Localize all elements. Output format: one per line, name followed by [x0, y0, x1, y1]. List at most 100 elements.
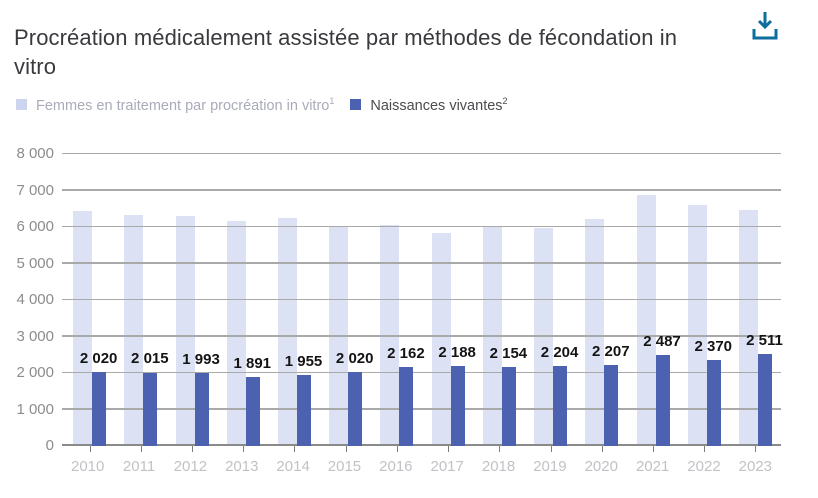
x-tick-label-2023: 2023 [738, 458, 773, 475]
category-cell-2017: 2 188 [423, 154, 476, 452]
category-cell-2013: 1 891 [218, 154, 272, 452]
value-label-2013: 1 891 [233, 354, 272, 372]
gridline-8000 [62, 152, 781, 154]
value-label-2023: 2 511 [746, 332, 783, 350]
value-label-2015: 2 020 [335, 350, 374, 368]
x-tick-label-2013: 2013 [225, 458, 259, 475]
x-tick [448, 446, 450, 452]
value-label-2010: 2 020 [79, 350, 118, 368]
category-cell-2022: 2 370 [679, 154, 732, 452]
x-tick-label-2021: 2021 [635, 458, 670, 475]
bar-naissances-2014[interactable] [296, 374, 311, 446]
bar-row: 2 020 2 015 1 993 1 891 1 955 2 020 2 162 2 188… [64, 154, 783, 452]
gridline-5000 [62, 262, 781, 264]
x-tick [396, 446, 398, 452]
gridline-1000 [62, 408, 781, 410]
bar-femmes-2017[interactable] [431, 233, 451, 446]
category-cell-2010: 2 020 [64, 154, 118, 452]
x-tick [499, 446, 501, 452]
category-cell-2018: 2 154 [474, 154, 528, 452]
x-tick [192, 446, 194, 452]
category-cell-2021: 2 487 [627, 154, 681, 452]
y-tick-label: 6 000 [16, 218, 54, 235]
x-tick-label-2022: 2022 [687, 458, 721, 475]
bar-femmes-2012[interactable] [175, 216, 195, 446]
category-cell-2016: 2 162 [371, 154, 425, 452]
category-cell-2012: 1 993 [166, 154, 220, 452]
x-tick [755, 446, 757, 452]
x-axis-labels: 2010 2011 2012 2013 2014 2015 2016 2017 2018 2019… [62, 458, 781, 475]
bar-naissances-2012[interactable] [194, 373, 209, 446]
bar-femmes-2020[interactable] [585, 219, 605, 446]
x-tick-label-2015: 2015 [327, 458, 362, 475]
bar-naissances-2019[interactable] [553, 365, 568, 446]
category-cell-2014: 1 955 [269, 154, 323, 452]
value-label-2016: 2 162 [387, 345, 425, 363]
value-label-2019: 2 204 [540, 343, 579, 361]
x-tick-label-2011: 2011 [122, 458, 156, 475]
bar-femmes-2013[interactable] [226, 220, 246, 446]
legend-swatch-femmes [16, 99, 27, 111]
y-axis-labels: 0 1 000 2 000 3 000 4 000 5 000 6 000 7 000 8 00… [0, 145, 54, 454]
x-tick [89, 446, 91, 452]
category-cell-2015: 2 020 [320, 154, 374, 452]
bar-naissances-2011[interactable] [143, 372, 158, 446]
x-tick-label-2016: 2016 [379, 458, 413, 475]
y-tick-label: 3 000 [16, 327, 54, 345]
x-tick-label-2017: 2017 [430, 458, 464, 475]
bar-femmes-2022[interactable] [687, 205, 707, 446]
bar-naissances-2010[interactable] [92, 372, 107, 446]
x-tick [550, 446, 552, 452]
x-tick-label-2012: 2012 [173, 458, 208, 475]
x-tick-label-2018: 2018 [481, 458, 516, 475]
value-label-2012: 1 993 [182, 351, 220, 369]
gridline-2000 [62, 371, 781, 373]
y-tick-label: 1 000 [16, 400, 54, 418]
x-tick-label-2010: 2010 [70, 458, 105, 475]
bar-naissances-2023[interactable] [757, 354, 772, 446]
gridline-7000 [62, 189, 781, 191]
legend: Femmes en traitement par procréation in … [16, 96, 508, 114]
chart-title: Procréation médicalement assistée par mé… [14, 24, 678, 79]
bar-femmes-2014[interactable] [277, 218, 297, 446]
bar-naissances-2020[interactable] [604, 365, 619, 446]
bar-naissances-2017[interactable] [450, 366, 465, 446]
bar-naissances-2022[interactable] [706, 359, 721, 446]
legend-item-naissances[interactable]: Naissances vivantes2 [350, 96, 508, 114]
x-tick [601, 446, 603, 452]
category-cell-2011: 2 015 [115, 154, 169, 452]
legend-label-naissances: Naissances vivantes2 [370, 96, 508, 114]
bar-femmes-2019[interactable] [534, 228, 554, 446]
value-label-2018: 2 154 [489, 345, 528, 363]
download-button[interactable] [748, 8, 782, 44]
bar-naissances-2015[interactable] [348, 372, 363, 446]
category-cell-2019: 2 204 [525, 154, 579, 452]
bar-naissances-2013[interactable] [245, 377, 260, 446]
bar-naissances-2021[interactable] [655, 355, 670, 446]
category-cell-2023: 2 511 [730, 154, 783, 452]
x-tick-label-2019: 2019 [533, 458, 567, 475]
legend-item-femmes[interactable]: Femmes en traitement par procréation in … [16, 96, 334, 114]
x-axis-line [62, 444, 781, 446]
bar-naissances-2018[interactable] [501, 367, 516, 446]
bar-femmes-2010[interactable] [73, 211, 93, 446]
y-tick-label: 7 000 [16, 181, 54, 199]
x-tick [345, 446, 347, 452]
category-cell-2020: 2 207 [576, 154, 630, 452]
value-label-2020: 2 207 [592, 343, 630, 361]
value-label-2017: 2 188 [438, 344, 476, 362]
bar-femmes-2011[interactable] [124, 215, 144, 446]
legend-swatch-naissances [350, 99, 362, 111]
bar-femmes-2021[interactable] [636, 194, 656, 446]
bar-naissances-2016[interactable] [399, 367, 414, 446]
x-tick-label-2014: 2014 [276, 458, 310, 475]
value-label-2011: 2 015 [131, 350, 169, 368]
gridline-6000 [62, 225, 781, 227]
y-tick-label: 8 000 [16, 145, 54, 162]
x-tick [653, 446, 655, 452]
gridline-3000 [62, 335, 781, 337]
bar-femmes-2023[interactable] [738, 209, 758, 446]
value-label-2014: 1 955 [284, 352, 323, 370]
x-tick [704, 446, 706, 452]
